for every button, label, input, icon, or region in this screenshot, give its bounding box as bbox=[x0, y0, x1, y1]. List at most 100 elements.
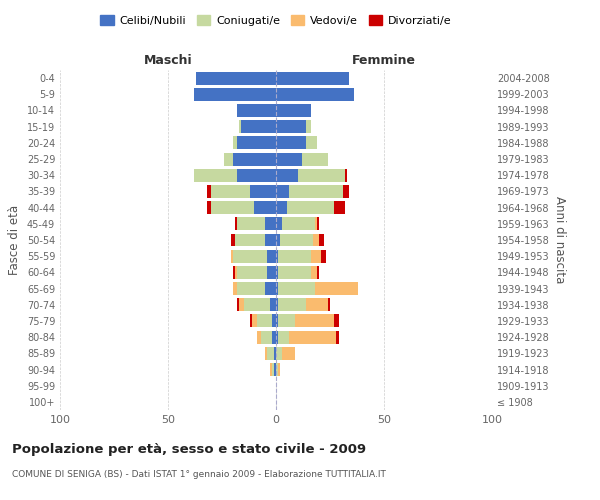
Bar bbox=[276, 218, 283, 230]
Bar bbox=[276, 104, 311, 117]
Bar bbox=[276, 72, 349, 85]
Bar bbox=[274, 363, 276, 376]
Bar bbox=[250, 185, 276, 198]
Bar bbox=[276, 282, 278, 295]
Bar bbox=[257, 330, 261, 344]
Bar bbox=[311, 266, 317, 279]
Bar bbox=[295, 314, 334, 328]
Bar bbox=[343, 185, 349, 198]
Bar bbox=[237, 136, 276, 149]
Bar bbox=[230, 250, 233, 262]
Bar bbox=[276, 314, 278, 328]
Bar bbox=[272, 363, 274, 376]
Bar bbox=[278, 282, 315, 295]
Bar bbox=[313, 234, 319, 246]
Bar bbox=[244, 298, 269, 311]
Bar bbox=[334, 201, 345, 214]
Bar bbox=[278, 298, 306, 311]
Bar bbox=[207, 185, 211, 198]
Bar bbox=[265, 282, 276, 295]
Bar bbox=[283, 347, 295, 360]
Bar bbox=[278, 330, 289, 344]
Bar bbox=[276, 152, 302, 166]
Bar bbox=[268, 250, 276, 262]
Bar bbox=[289, 330, 337, 344]
Bar bbox=[278, 250, 311, 262]
Bar bbox=[317, 266, 319, 279]
Bar bbox=[276, 234, 280, 246]
Bar bbox=[235, 218, 237, 230]
Bar bbox=[265, 347, 268, 360]
Bar bbox=[276, 250, 278, 262]
Bar bbox=[315, 282, 358, 295]
Bar bbox=[306, 136, 317, 149]
Bar bbox=[276, 363, 278, 376]
Bar bbox=[224, 152, 233, 166]
Bar bbox=[194, 88, 276, 101]
Bar bbox=[276, 88, 354, 101]
Bar bbox=[276, 201, 287, 214]
Bar bbox=[239, 120, 241, 133]
Bar bbox=[233, 136, 237, 149]
Bar bbox=[328, 298, 330, 311]
Bar bbox=[237, 266, 268, 279]
Bar bbox=[194, 169, 237, 181]
Y-axis label: Anni di nascita: Anni di nascita bbox=[553, 196, 566, 284]
Text: COMUNE DI SENIGA (BS) - Dati ISTAT 1° gennaio 2009 - Elaborazione TUTTITALIA.IT: COMUNE DI SENIGA (BS) - Dati ISTAT 1° ge… bbox=[12, 470, 386, 479]
Bar bbox=[287, 201, 334, 214]
Bar bbox=[235, 266, 237, 279]
Bar bbox=[276, 266, 278, 279]
Bar bbox=[252, 314, 257, 328]
Bar bbox=[289, 185, 343, 198]
Bar bbox=[237, 169, 276, 181]
Text: Femmine: Femmine bbox=[352, 54, 416, 67]
Bar bbox=[280, 234, 313, 246]
Text: Maschi: Maschi bbox=[143, 54, 193, 67]
Bar bbox=[235, 234, 265, 246]
Legend: Celibi/Nubili, Coniugati/e, Vedovi/e, Divorziati/e: Celibi/Nubili, Coniugati/e, Vedovi/e, Di… bbox=[96, 10, 456, 30]
Bar bbox=[278, 266, 311, 279]
Bar bbox=[237, 104, 276, 117]
Bar bbox=[302, 152, 328, 166]
Bar bbox=[265, 234, 276, 246]
Bar bbox=[268, 266, 276, 279]
Bar bbox=[261, 330, 272, 344]
Bar bbox=[276, 136, 306, 149]
Bar bbox=[272, 314, 276, 328]
Bar bbox=[237, 218, 265, 230]
Bar bbox=[278, 314, 295, 328]
Bar bbox=[237, 282, 265, 295]
Bar bbox=[207, 201, 211, 214]
Bar bbox=[241, 120, 276, 133]
Bar bbox=[334, 314, 338, 328]
Bar bbox=[233, 250, 268, 262]
Bar bbox=[211, 185, 250, 198]
Bar bbox=[298, 169, 345, 181]
Bar bbox=[322, 250, 326, 262]
Bar bbox=[276, 298, 278, 311]
Bar bbox=[269, 298, 276, 311]
Bar bbox=[276, 169, 298, 181]
Bar bbox=[230, 234, 235, 246]
Bar bbox=[276, 347, 283, 360]
Bar bbox=[268, 347, 274, 360]
Bar bbox=[233, 266, 235, 279]
Bar bbox=[233, 152, 276, 166]
Bar bbox=[196, 72, 276, 85]
Bar bbox=[306, 120, 311, 133]
Bar bbox=[319, 234, 323, 246]
Bar bbox=[269, 363, 272, 376]
Bar bbox=[306, 298, 328, 311]
Bar bbox=[254, 201, 276, 214]
Bar bbox=[274, 347, 276, 360]
Bar bbox=[315, 218, 317, 230]
Bar bbox=[239, 298, 244, 311]
Bar bbox=[237, 298, 239, 311]
Bar bbox=[317, 218, 319, 230]
Bar bbox=[257, 314, 272, 328]
Bar bbox=[345, 169, 347, 181]
Text: Popolazione per età, sesso e stato civile - 2009: Popolazione per età, sesso e stato civil… bbox=[12, 442, 366, 456]
Bar bbox=[276, 120, 306, 133]
Bar bbox=[337, 330, 338, 344]
Bar bbox=[278, 363, 280, 376]
